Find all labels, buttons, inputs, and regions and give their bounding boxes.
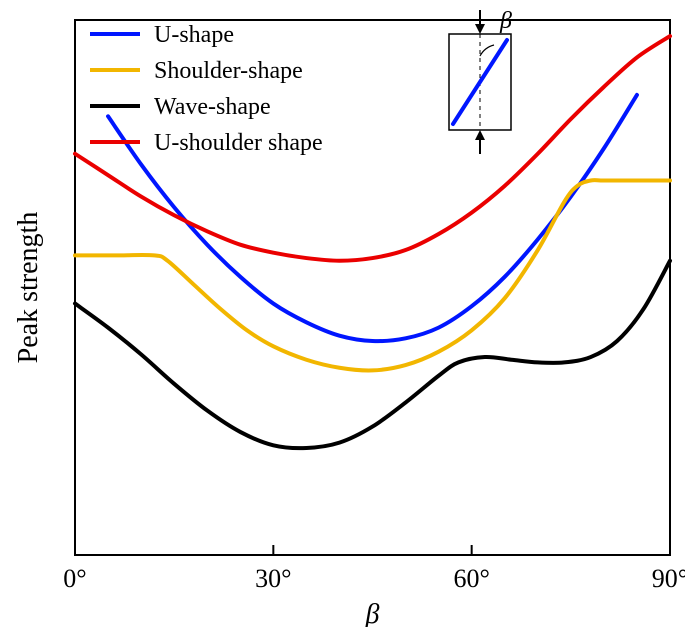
inset-arrowhead-bottom <box>475 130 485 140</box>
x-tick-label: 30° <box>255 564 291 593</box>
legend-item: Wave-shape <box>90 94 271 120</box>
legend-item: U-shoulder shape <box>90 130 323 156</box>
legend-item: U-shape <box>90 22 234 48</box>
chart-svg: 0° 30° 60° 90° β Peak strength U-shape Shoulder… <box>0 0 685 627</box>
legend: U-shape Shoulder-shape Wave-shape U-shoulde… <box>90 22 323 156</box>
y-axis-label: Peak strength <box>13 212 44 364</box>
legend-label: U-shape <box>154 22 234 48</box>
x-tick-label: 90° <box>652 564 685 593</box>
x-tick-label: 0° <box>63 564 86 593</box>
legend-label: Wave-shape <box>154 94 271 120</box>
inset-diagram: β <box>449 8 512 154</box>
legend-label: U-shoulder shape <box>154 130 323 156</box>
chart-root: 0° 30° 60° 90° β Peak strength U-shape Shoulder… <box>0 0 685 627</box>
x-axis-label: β <box>365 599 380 627</box>
x-tick-label: 60° <box>453 564 489 593</box>
legend-item: Shoulder-shape <box>90 58 303 84</box>
inset-beta-label: β <box>499 8 512 34</box>
inset-arrowhead-top <box>475 24 485 34</box>
legend-label: Shoulder-shape <box>154 58 303 84</box>
series-wave-shape <box>75 261 670 448</box>
